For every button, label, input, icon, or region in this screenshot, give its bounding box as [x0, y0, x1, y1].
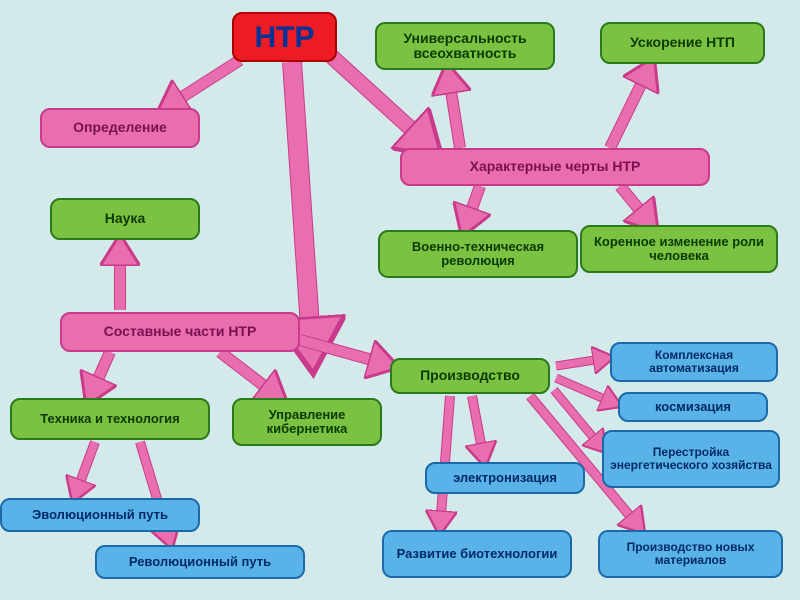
arrow-13: [556, 358, 608, 366]
arrow-10: [300, 340, 390, 365]
arrow-8: [90, 352, 110, 397]
arrow-14: [556, 378, 616, 404]
node-components: Составные части НТР: [60, 312, 300, 352]
arrow-0: [165, 60, 240, 108]
arrow-1: [292, 62, 312, 356]
arrow-13: [556, 358, 608, 366]
node-biotech: Развитие биотехнологии: [382, 530, 572, 578]
arrow-16: [472, 396, 484, 460]
arrow-1: [292, 62, 312, 356]
arrow-10: [300, 340, 390, 365]
arrow-14: [556, 378, 616, 404]
node-role_change: Коренное изменение роли человека: [580, 225, 778, 273]
arrow-3: [448, 72, 460, 148]
arrow-3: [448, 72, 460, 148]
arrow-5: [465, 186, 480, 228]
arrow-16: [472, 396, 484, 460]
node-military: Военно-техническая революция: [378, 230, 578, 278]
arrow-0: [165, 60, 240, 108]
arrow-15: [554, 390, 602, 448]
arrow-8: [90, 352, 110, 397]
arrow-6: [620, 186, 652, 225]
node-materials: Производство новых материалов: [598, 530, 783, 578]
node-science: Наука: [50, 198, 200, 240]
arrow-4: [610, 66, 650, 148]
arrow-9: [220, 352, 280, 398]
node-energy: Перестройка энергетического хозяйства: [602, 430, 780, 488]
node-htp: НТР: [232, 12, 337, 62]
node-electronization: электронизация: [425, 462, 585, 494]
node-production: Производство: [390, 358, 550, 394]
arrow-4: [610, 66, 650, 148]
arrow-11: [75, 442, 95, 496]
node-automation: Комплексная автоматизация: [610, 342, 778, 382]
node-acceleration: Ускорение НТП: [600, 22, 765, 64]
node-cybernetics: Управление кибернетика: [232, 398, 382, 446]
arrow-11: [75, 442, 95, 496]
node-features: Характерные черты НТР: [400, 148, 710, 186]
arrow-15: [554, 390, 602, 448]
node-evolutionary: Эволюционный путь: [0, 498, 200, 532]
node-definition: Определение: [40, 108, 200, 148]
arrow-6: [620, 186, 652, 225]
arrow-5: [465, 186, 480, 228]
node-tech: Техника и технология: [10, 398, 210, 440]
node-cosmization: космизация: [618, 392, 768, 422]
node-revolutionary: Революционный путь: [95, 545, 305, 579]
node-universality: Универсальность всеохватность: [375, 22, 555, 70]
arrow-9: [220, 352, 280, 398]
